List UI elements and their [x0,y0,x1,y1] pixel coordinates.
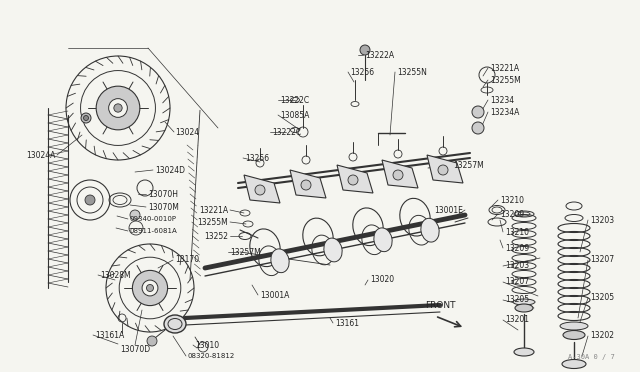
Text: 13234: 13234 [490,96,514,105]
Text: 13209: 13209 [505,244,529,253]
Polygon shape [290,170,326,198]
Text: 13221A: 13221A [199,205,228,215]
Text: 13201: 13201 [505,315,529,324]
Text: FRONT: FRONT [425,301,456,310]
Ellipse shape [563,330,585,340]
Text: 13028M: 13028M [100,270,131,279]
Circle shape [360,45,370,55]
Text: 08911-6081A: 08911-6081A [130,228,178,234]
Polygon shape [244,175,280,203]
Circle shape [255,185,265,195]
Circle shape [85,195,95,205]
Ellipse shape [562,359,586,369]
Text: 13024: 13024 [175,128,199,137]
Ellipse shape [421,218,439,242]
Circle shape [438,165,448,175]
Text: 13207: 13207 [590,256,614,264]
Text: 13256: 13256 [245,154,269,163]
Circle shape [393,170,403,180]
Text: 13202: 13202 [590,331,614,340]
Circle shape [130,210,140,220]
Text: 13207: 13207 [505,278,529,286]
Circle shape [301,180,311,190]
Circle shape [142,280,158,296]
Text: 13222C: 13222C [272,128,301,137]
Ellipse shape [374,228,392,252]
Text: 13020: 13020 [370,276,394,285]
Ellipse shape [164,315,186,333]
Text: 13161: 13161 [335,318,359,327]
Circle shape [96,86,140,130]
Text: 13209: 13209 [500,209,524,218]
Ellipse shape [324,238,342,262]
Ellipse shape [560,322,588,330]
Text: 13234A: 13234A [490,108,520,116]
Text: 13070D: 13070D [120,346,150,355]
Text: 13010: 13010 [195,340,219,350]
Text: 13256: 13256 [350,67,374,77]
Text: 13203: 13203 [590,215,614,224]
Text: 13205: 13205 [505,295,529,305]
Circle shape [81,113,91,123]
Text: 13001E: 13001E [434,205,463,215]
Text: 13221A: 13221A [490,64,519,73]
Text: 13203: 13203 [505,262,529,270]
Text: 13257M: 13257M [230,247,260,257]
Text: 13024D: 13024D [155,166,185,174]
Ellipse shape [271,249,289,273]
Circle shape [147,336,157,346]
Ellipse shape [514,348,534,356]
Text: 13255M: 13255M [197,218,228,227]
Text: 13024A: 13024A [27,151,56,160]
Circle shape [109,99,127,117]
Text: 13255N: 13255N [397,67,427,77]
Polygon shape [382,160,418,188]
Circle shape [132,270,168,306]
Text: 08320-81812: 08320-81812 [188,353,236,359]
Text: 13001A: 13001A [260,291,289,299]
Circle shape [147,285,154,292]
Text: 13255M: 13255M [490,76,521,84]
Text: A-30A 0 / 7: A-30A 0 / 7 [568,354,615,360]
Ellipse shape [513,299,535,305]
Circle shape [472,106,484,118]
Polygon shape [427,155,463,183]
Text: 13222A: 13222A [365,51,394,60]
Circle shape [472,122,484,134]
Text: 13222C: 13222C [280,96,309,105]
Text: 13085A: 13085A [280,110,309,119]
Text: 13070M: 13070M [148,202,179,212]
Polygon shape [337,165,373,193]
Text: 13070H: 13070H [148,189,178,199]
Circle shape [348,175,358,185]
Text: 13161A: 13161A [95,330,124,340]
Text: 13257M: 13257M [453,160,484,170]
Circle shape [83,115,88,121]
Circle shape [114,104,122,112]
Text: 13210: 13210 [500,196,524,205]
Text: 09340-0010P: 09340-0010P [130,216,177,222]
Text: 13205: 13205 [590,294,614,302]
Text: 13252: 13252 [204,231,228,241]
Ellipse shape [515,304,533,312]
Text: 13210: 13210 [505,228,529,237]
Text: 13170: 13170 [175,256,199,264]
